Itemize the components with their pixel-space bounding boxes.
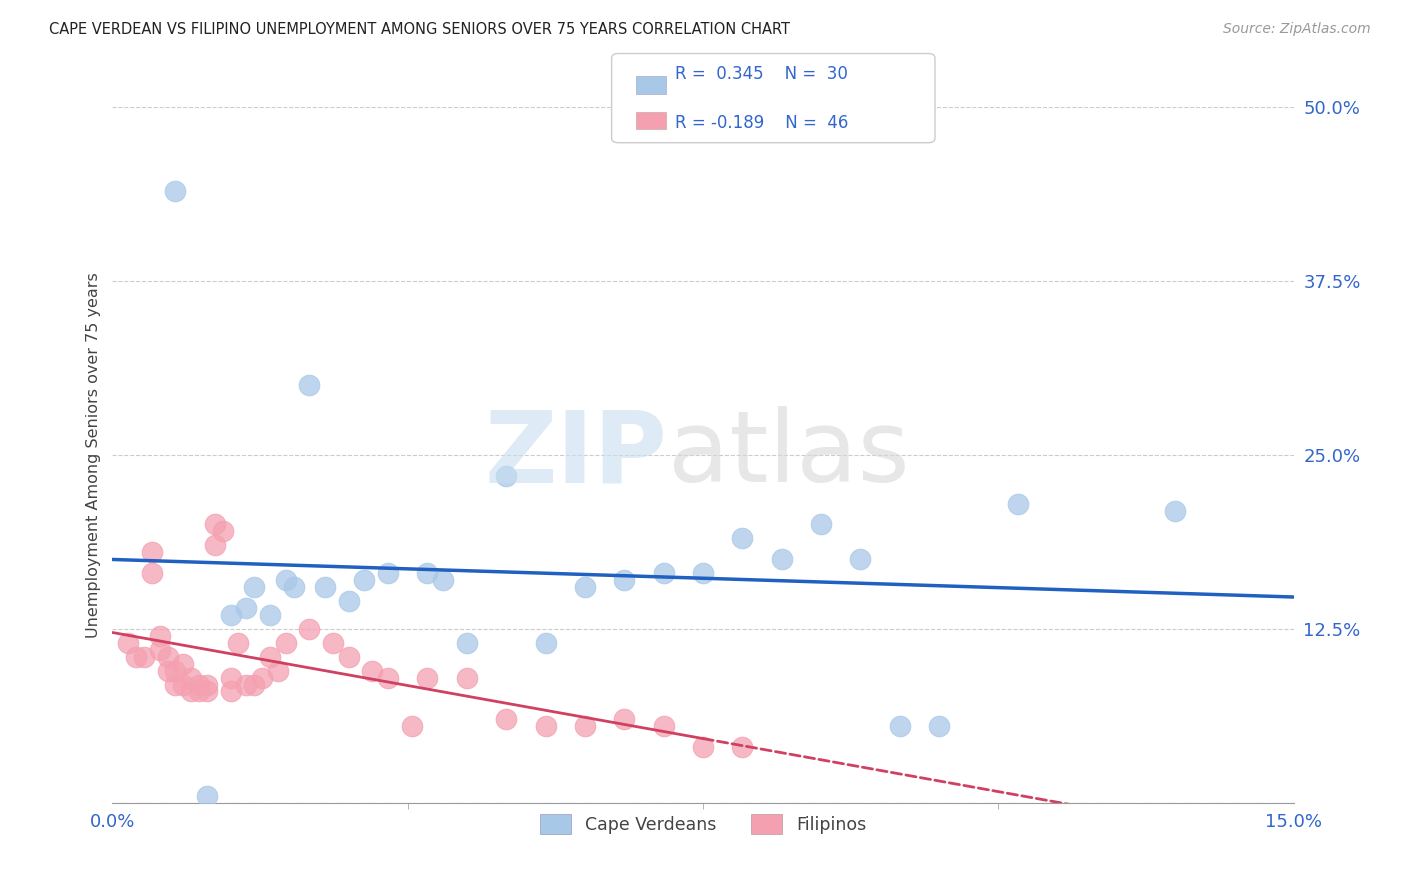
Point [1007, 497, 1029, 511]
Point [337, 594, 360, 608]
Point [165, 677, 187, 691]
Point [274, 636, 297, 650]
Point [889, 719, 911, 733]
Point [361, 664, 384, 678]
Point [495, 468, 517, 483]
Point [219, 607, 242, 622]
Point [401, 719, 423, 733]
Point [125, 649, 148, 664]
Point [1164, 503, 1187, 517]
Point [416, 671, 439, 685]
Point [259, 649, 281, 664]
Point [534, 719, 557, 733]
Point [235, 677, 257, 691]
Point [432, 573, 454, 587]
Point [219, 684, 242, 698]
Text: atlas: atlas [668, 407, 910, 503]
Point [692, 566, 714, 581]
Point [613, 712, 636, 726]
Text: R =  0.345    N =  30: R = 0.345 N = 30 [675, 64, 848, 83]
Point [274, 573, 297, 587]
Point [211, 524, 233, 539]
Y-axis label: Unemployment Among Seniors over 75 years: Unemployment Among Seniors over 75 years [86, 272, 101, 638]
Text: R = -0.189    N =  46: R = -0.189 N = 46 [675, 113, 848, 132]
Point [810, 517, 832, 532]
Point [149, 629, 172, 643]
Point [574, 580, 596, 594]
Point [195, 789, 218, 803]
Point [228, 636, 250, 650]
Point [652, 566, 675, 581]
Point [259, 607, 281, 622]
Point [149, 642, 172, 657]
Legend: Cape Verdeans, Filipinos: Cape Verdeans, Filipinos [531, 805, 875, 843]
Point [534, 636, 557, 650]
Point [132, 649, 155, 664]
Point [314, 580, 336, 594]
Point [456, 671, 478, 685]
Point [250, 671, 273, 685]
Point [156, 649, 179, 664]
Point [377, 671, 399, 685]
Point [204, 517, 226, 532]
Point [377, 566, 399, 581]
Point [267, 664, 290, 678]
Point [613, 573, 636, 587]
Point [156, 664, 179, 678]
Point [172, 677, 194, 691]
Point [322, 636, 344, 650]
Point [117, 636, 139, 650]
Point [195, 684, 218, 698]
Text: ZIP: ZIP [485, 407, 668, 503]
Point [219, 671, 242, 685]
Text: CAPE VERDEAN VS FILIPINO UNEMPLOYMENT AMONG SENIORS OVER 75 YEARS CORRELATION CH: CAPE VERDEAN VS FILIPINO UNEMPLOYMENT AM… [49, 22, 790, 37]
Point [172, 657, 194, 671]
Point [652, 719, 675, 733]
Point [243, 580, 266, 594]
Point [416, 566, 439, 581]
Point [298, 378, 321, 392]
Text: Source: ZipAtlas.com: Source: ZipAtlas.com [1223, 22, 1371, 37]
Point [235, 601, 257, 615]
Point [337, 649, 360, 664]
Point [770, 552, 793, 566]
Point [456, 636, 478, 650]
Point [180, 671, 202, 685]
Point [353, 573, 375, 587]
Point [165, 184, 187, 198]
Point [928, 719, 950, 733]
Point [298, 622, 321, 636]
Point [188, 677, 211, 691]
Point [165, 664, 187, 678]
Point [141, 566, 163, 581]
Point [283, 580, 305, 594]
Point [204, 538, 226, 552]
Point [195, 677, 218, 691]
Point [243, 677, 266, 691]
Point [141, 545, 163, 559]
Point [180, 684, 202, 698]
Point [495, 712, 517, 726]
Point [574, 719, 596, 733]
Point [188, 684, 211, 698]
Point [731, 532, 754, 546]
Point [731, 740, 754, 755]
Point [849, 552, 872, 566]
Point [692, 740, 714, 755]
